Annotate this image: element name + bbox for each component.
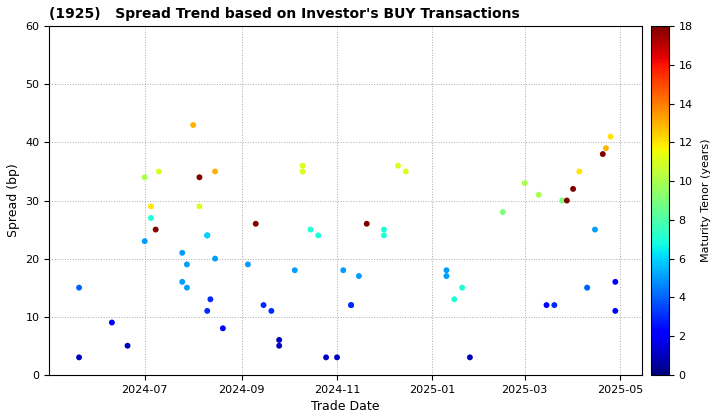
Point bbox=[519, 180, 531, 186]
Point bbox=[464, 354, 476, 361]
Point bbox=[456, 284, 468, 291]
Point bbox=[605, 133, 616, 140]
Point bbox=[266, 307, 277, 314]
Point bbox=[600, 145, 612, 152]
Point bbox=[204, 296, 216, 303]
Point bbox=[145, 215, 157, 221]
Point bbox=[153, 168, 165, 175]
Point bbox=[610, 278, 621, 285]
Point bbox=[331, 354, 343, 361]
Point bbox=[312, 232, 324, 239]
Point bbox=[400, 168, 412, 175]
Point bbox=[145, 203, 157, 210]
Text: (1925)   Spread Trend based on Investor's BUY Transactions: (1925) Spread Trend based on Investor's … bbox=[50, 7, 520, 21]
Point bbox=[441, 273, 452, 279]
Point bbox=[176, 278, 188, 285]
Point bbox=[217, 325, 229, 332]
Point bbox=[549, 302, 560, 308]
Point bbox=[73, 284, 85, 291]
Point bbox=[392, 162, 404, 169]
Point bbox=[73, 354, 85, 361]
Point bbox=[187, 122, 199, 129]
Point bbox=[567, 186, 579, 192]
Point bbox=[582, 284, 593, 291]
Point bbox=[338, 267, 349, 273]
Y-axis label: Maturity Tenor (years): Maturity Tenor (years) bbox=[701, 139, 711, 262]
Point bbox=[597, 151, 608, 158]
Point bbox=[274, 336, 285, 343]
Point bbox=[289, 267, 300, 273]
Point bbox=[305, 226, 316, 233]
Point bbox=[202, 307, 213, 314]
Point bbox=[346, 302, 357, 308]
Point bbox=[557, 197, 568, 204]
Point bbox=[378, 232, 390, 239]
Point bbox=[210, 168, 221, 175]
Point bbox=[258, 302, 269, 308]
Point bbox=[274, 342, 285, 349]
Point bbox=[346, 302, 357, 308]
Point bbox=[582, 284, 593, 291]
Point bbox=[574, 168, 585, 175]
Point bbox=[297, 162, 308, 169]
Point bbox=[361, 220, 372, 227]
Point bbox=[139, 174, 150, 181]
Point bbox=[497, 209, 508, 215]
Point bbox=[194, 174, 205, 181]
Point bbox=[242, 261, 253, 268]
Point bbox=[202, 232, 213, 239]
Point bbox=[441, 267, 452, 273]
Point bbox=[561, 197, 572, 204]
Point bbox=[194, 203, 205, 210]
Point bbox=[297, 168, 308, 175]
Point bbox=[202, 232, 213, 239]
Point bbox=[122, 342, 133, 349]
Point bbox=[353, 273, 364, 279]
Point bbox=[320, 354, 332, 361]
Point bbox=[150, 226, 161, 233]
Point bbox=[139, 238, 150, 244]
Point bbox=[106, 319, 117, 326]
Point bbox=[378, 226, 390, 233]
Point bbox=[181, 261, 193, 268]
Point bbox=[181, 284, 193, 291]
Point bbox=[449, 296, 460, 303]
Point bbox=[176, 249, 188, 256]
Point bbox=[589, 226, 600, 233]
Y-axis label: Spread (bp): Spread (bp) bbox=[7, 164, 20, 237]
Point bbox=[533, 192, 544, 198]
Point bbox=[541, 302, 552, 308]
Point bbox=[250, 220, 261, 227]
Point bbox=[210, 255, 221, 262]
Point bbox=[610, 307, 621, 314]
X-axis label: Trade Date: Trade Date bbox=[311, 400, 380, 413]
